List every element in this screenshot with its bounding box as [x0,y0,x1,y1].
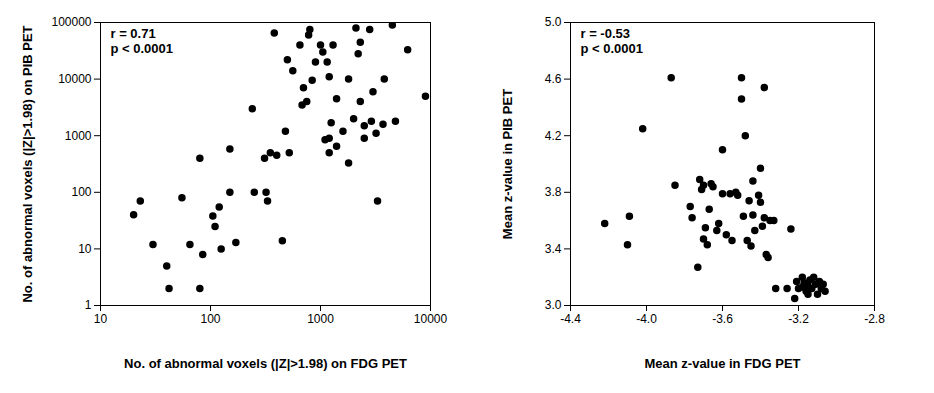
svg-text:10000: 10000 [58,72,92,86]
svg-text:No. of abnormal voxels (|Z|>1.: No. of abnormal voxels (|Z|>1.98) on FDG… [124,356,407,371]
svg-text:4.6: 4.6 [545,72,562,86]
svg-text:100: 100 [200,312,220,326]
svg-text:r = -0.53: r = -0.53 [581,26,631,41]
svg-text:-4.4: -4.4 [560,312,581,326]
svg-text:r = 0.71: r = 0.71 [111,26,156,41]
svg-text:1000: 1000 [307,312,334,326]
svg-text:4.2: 4.2 [545,129,562,143]
svg-text:p < 0.0001: p < 0.0001 [581,41,644,56]
svg-text:100: 100 [71,185,91,199]
svg-text:1: 1 [85,298,92,312]
svg-text:10: 10 [94,312,108,326]
svg-text:-3.6: -3.6 [712,312,733,326]
svg-text:3.4: 3.4 [545,242,562,256]
svg-text:100000: 100000 [51,15,91,29]
svg-text:3.0: 3.0 [545,298,562,312]
svg-text:-3.2: -3.2 [788,312,809,326]
svg-text:5.0: 5.0 [545,15,562,29]
svg-text:3.8: 3.8 [545,185,562,199]
svg-text:1000: 1000 [65,129,92,143]
svg-text:10: 10 [78,242,92,256]
svg-text:10000: 10000 [414,312,448,326]
svg-text:No. of abnormal voxels (|Z|>1.: No. of abnormal voxels (|Z|>1.98) on PIB… [20,25,35,302]
svg-text:-4.0: -4.0 [636,312,657,326]
svg-text:Mean z-value in FDG PET: Mean z-value in FDG PET [644,356,800,371]
svg-text:p < 0.0001: p < 0.0001 [111,41,174,56]
svg-text:-2.8: -2.8 [864,312,885,326]
svg-text:Mean z-value in PIB PET: Mean z-value in PIB PET [500,89,515,239]
